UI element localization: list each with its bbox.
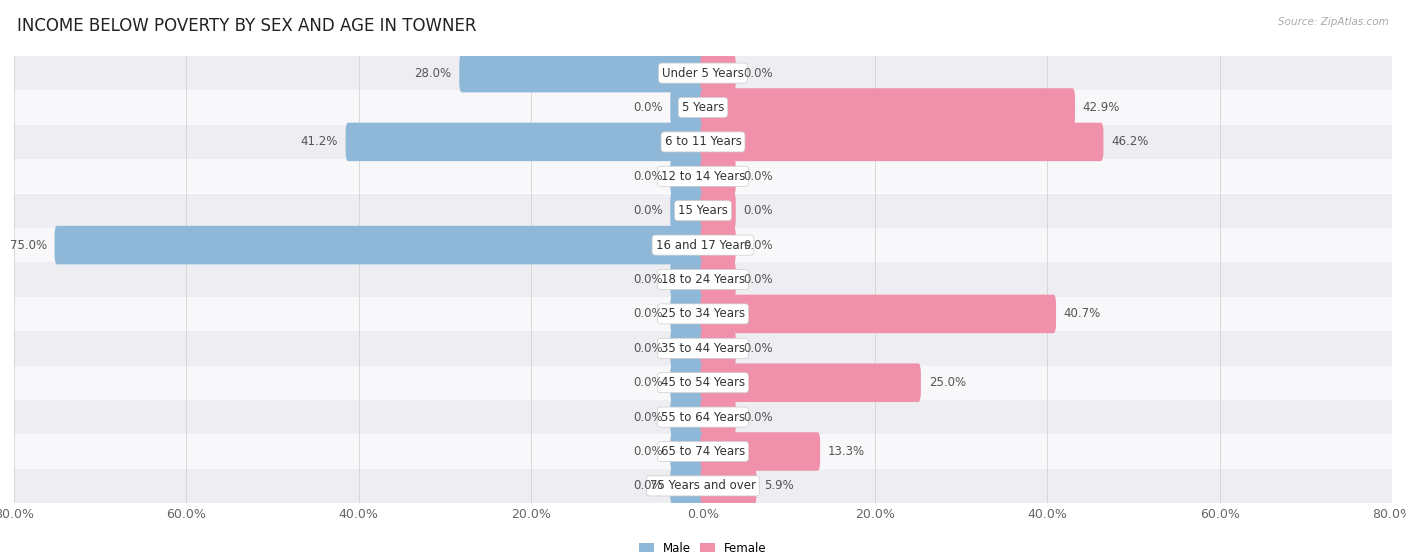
Text: 0.0%: 0.0% — [633, 342, 662, 355]
FancyBboxPatch shape — [700, 467, 756, 505]
Text: 0.0%: 0.0% — [744, 342, 773, 355]
FancyBboxPatch shape — [700, 157, 735, 196]
Text: 46.2%: 46.2% — [1111, 135, 1149, 148]
FancyBboxPatch shape — [671, 88, 706, 127]
Bar — [14, 297, 1392, 331]
FancyBboxPatch shape — [700, 398, 735, 437]
Text: 55 to 64 Years: 55 to 64 Years — [661, 411, 745, 424]
Text: 75.0%: 75.0% — [10, 239, 46, 252]
FancyBboxPatch shape — [700, 54, 735, 92]
Text: Source: ZipAtlas.com: Source: ZipAtlas.com — [1278, 17, 1389, 27]
Bar — [14, 400, 1392, 434]
FancyBboxPatch shape — [671, 295, 706, 333]
FancyBboxPatch shape — [55, 226, 706, 264]
Text: 13.3%: 13.3% — [828, 445, 865, 458]
Bar — [14, 434, 1392, 468]
Text: 45 to 54 Years: 45 to 54 Years — [661, 376, 745, 389]
FancyBboxPatch shape — [700, 226, 735, 264]
FancyBboxPatch shape — [671, 467, 706, 505]
FancyBboxPatch shape — [671, 191, 706, 230]
Bar — [14, 262, 1392, 297]
Text: 0.0%: 0.0% — [633, 273, 662, 286]
Text: 75 Years and over: 75 Years and over — [650, 480, 756, 492]
Text: 0.0%: 0.0% — [633, 170, 662, 183]
Text: 41.2%: 41.2% — [301, 135, 337, 148]
FancyBboxPatch shape — [671, 157, 706, 196]
Text: 0.0%: 0.0% — [633, 411, 662, 424]
FancyBboxPatch shape — [346, 122, 706, 161]
Text: 5 Years: 5 Years — [682, 101, 724, 114]
Text: INCOME BELOW POVERTY BY SEX AND AGE IN TOWNER: INCOME BELOW POVERTY BY SEX AND AGE IN T… — [17, 17, 477, 35]
Bar — [14, 193, 1392, 228]
Text: 0.0%: 0.0% — [744, 170, 773, 183]
Text: 40.7%: 40.7% — [1064, 307, 1101, 320]
Text: 0.0%: 0.0% — [744, 204, 773, 217]
Text: 5.9%: 5.9% — [763, 480, 794, 492]
FancyBboxPatch shape — [671, 432, 706, 471]
FancyBboxPatch shape — [700, 191, 735, 230]
Text: 0.0%: 0.0% — [744, 273, 773, 286]
FancyBboxPatch shape — [671, 363, 706, 402]
Bar — [14, 91, 1392, 125]
Text: 0.0%: 0.0% — [744, 67, 773, 79]
Text: 0.0%: 0.0% — [633, 376, 662, 389]
FancyBboxPatch shape — [671, 398, 706, 437]
Text: 16 and 17 Years: 16 and 17 Years — [655, 239, 751, 252]
Text: 0.0%: 0.0% — [633, 204, 662, 217]
FancyBboxPatch shape — [700, 329, 735, 368]
FancyBboxPatch shape — [671, 329, 706, 368]
Bar — [14, 228, 1392, 262]
Bar — [14, 468, 1392, 503]
Bar — [14, 125, 1392, 159]
FancyBboxPatch shape — [700, 88, 1076, 127]
Text: 18 to 24 Years: 18 to 24 Years — [661, 273, 745, 286]
FancyBboxPatch shape — [700, 260, 735, 299]
Text: 25.0%: 25.0% — [928, 376, 966, 389]
Text: 6 to 11 Years: 6 to 11 Years — [665, 135, 741, 148]
FancyBboxPatch shape — [700, 432, 820, 471]
Text: 0.0%: 0.0% — [744, 411, 773, 424]
Text: 0.0%: 0.0% — [633, 445, 662, 458]
Text: 0.0%: 0.0% — [633, 307, 662, 320]
Text: 28.0%: 28.0% — [415, 67, 451, 79]
Text: 25 to 34 Years: 25 to 34 Years — [661, 307, 745, 320]
Text: 0.0%: 0.0% — [633, 101, 662, 114]
Bar — [14, 331, 1392, 366]
FancyBboxPatch shape — [700, 295, 1056, 333]
Bar — [14, 56, 1392, 91]
Bar — [14, 366, 1392, 400]
Text: 0.0%: 0.0% — [633, 480, 662, 492]
Text: Under 5 Years: Under 5 Years — [662, 67, 744, 79]
Text: 42.9%: 42.9% — [1083, 101, 1121, 114]
Text: 35 to 44 Years: 35 to 44 Years — [661, 342, 745, 355]
Legend: Male, Female: Male, Female — [634, 537, 772, 559]
FancyBboxPatch shape — [671, 260, 706, 299]
FancyBboxPatch shape — [460, 54, 706, 92]
Text: 15 Years: 15 Years — [678, 204, 728, 217]
Text: 12 to 14 Years: 12 to 14 Years — [661, 170, 745, 183]
FancyBboxPatch shape — [700, 122, 1104, 161]
Bar — [14, 159, 1392, 193]
Text: 0.0%: 0.0% — [744, 239, 773, 252]
Text: 65 to 74 Years: 65 to 74 Years — [661, 445, 745, 458]
FancyBboxPatch shape — [700, 363, 921, 402]
